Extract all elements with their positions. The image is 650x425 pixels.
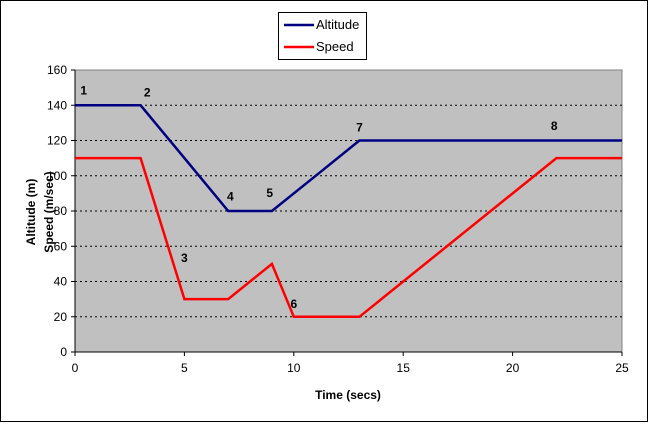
y-tick-label-100: 100 <box>47 169 67 183</box>
y-tick-label-20: 20 <box>54 310 68 324</box>
y-axis-title: Altitude (m) Speed (m/sec) <box>24 171 56 252</box>
point-annotations: 1 2 3 4 5 6 7 8 <box>80 84 557 311</box>
tick-marks <box>71 69 623 356</box>
y-tick-label-60: 60 <box>54 239 68 253</box>
y-tick-label-80: 80 <box>54 204 68 218</box>
x-tick-label-20: 20 <box>506 361 520 375</box>
point-label-4: 4 <box>227 189 234 203</box>
series-line-altitude <box>75 104 622 213</box>
y-axis-title-line-2: Speed (m/sec) <box>42 171 56 252</box>
x-tick-label-0: 0 <box>72 361 79 375</box>
point-label-1: 1 <box>80 84 87 98</box>
legend-label-altitude: Altitude <box>316 17 359 32</box>
y-tick-label-0: 0 <box>60 345 67 359</box>
x-tick-label-15: 15 <box>397 361 411 375</box>
y-tick-label-140: 140 <box>47 98 67 112</box>
legend: Altitude Speed <box>278 12 367 60</box>
x-tick-label-25: 25 <box>615 361 629 375</box>
point-label-2: 2 <box>144 85 151 99</box>
point-label-5: 5 <box>266 186 273 200</box>
point-label-7: 7 <box>356 121 363 135</box>
x-tick-label-5: 5 <box>181 361 188 375</box>
point-label-8: 8 <box>551 119 558 133</box>
legend-label-speed: Speed <box>316 39 354 54</box>
series-line-speed <box>75 156 622 319</box>
y-tick-label-160: 160 <box>47 63 67 77</box>
y-axis-title-line-1: Altitude (m) <box>24 179 38 246</box>
legend-box <box>278 12 367 60</box>
x-tick-label-10: 10 <box>287 361 301 375</box>
y-tick-label-120: 120 <box>47 134 67 148</box>
point-label-3: 3 <box>181 251 188 265</box>
point-label-6: 6 <box>290 297 297 311</box>
series-lines <box>75 104 622 319</box>
y-tick-label-40: 40 <box>54 275 68 289</box>
x-axis-title: Time (secs) <box>315 388 381 402</box>
